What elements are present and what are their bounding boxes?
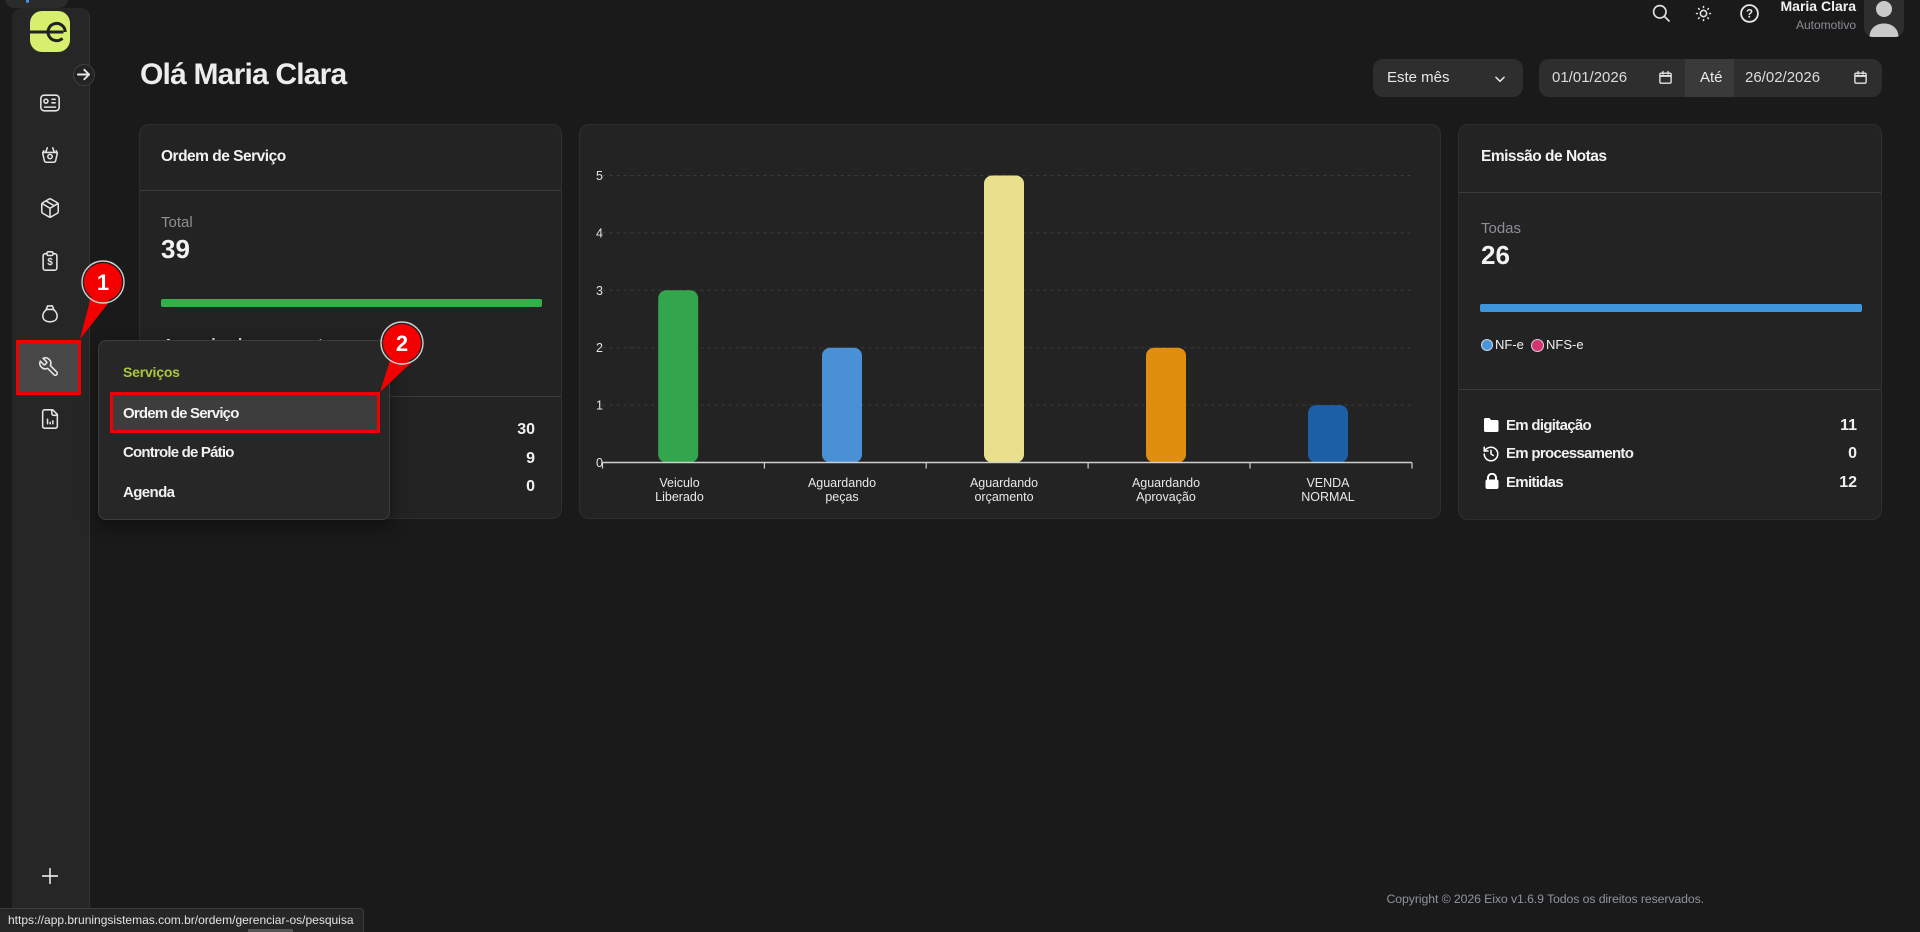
- svg-text:peças: peças: [825, 490, 858, 504]
- svg-text:5: 5: [596, 169, 603, 183]
- svg-text:Aguardando: Aguardando: [808, 476, 876, 490]
- svg-text:?: ?: [1746, 9, 1753, 21]
- svg-text:VENDA: VENDA: [1306, 476, 1350, 490]
- svg-text:1: 1: [596, 399, 603, 413]
- svg-text:4: 4: [596, 226, 603, 240]
- svg-text:Veiculo: Veiculo: [659, 476, 699, 490]
- svg-text:$: $: [47, 257, 53, 268]
- svg-text:Liberado: Liberado: [655, 490, 704, 504]
- svg-text:3: 3: [596, 284, 603, 298]
- svg-text:Aguardando: Aguardando: [970, 476, 1038, 490]
- svg-text:2: 2: [396, 331, 408, 356]
- svg-text:Aguardando: Aguardando: [1132, 476, 1200, 490]
- svg-text:0: 0: [596, 456, 603, 470]
- svg-text:orçamento: orçamento: [974, 490, 1033, 504]
- svg-text:Aprovação: Aprovação: [1136, 490, 1196, 504]
- svg-text:2: 2: [596, 341, 603, 355]
- svg-text:NORMAL: NORMAL: [1301, 490, 1355, 504]
- svg-text:1: 1: [97, 270, 109, 295]
